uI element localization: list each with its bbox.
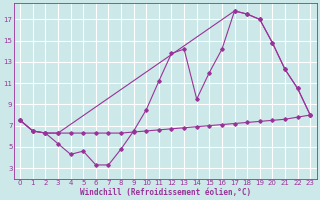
X-axis label: Windchill (Refroidissement éolien,°C): Windchill (Refroidissement éolien,°C) — [80, 188, 251, 197]
